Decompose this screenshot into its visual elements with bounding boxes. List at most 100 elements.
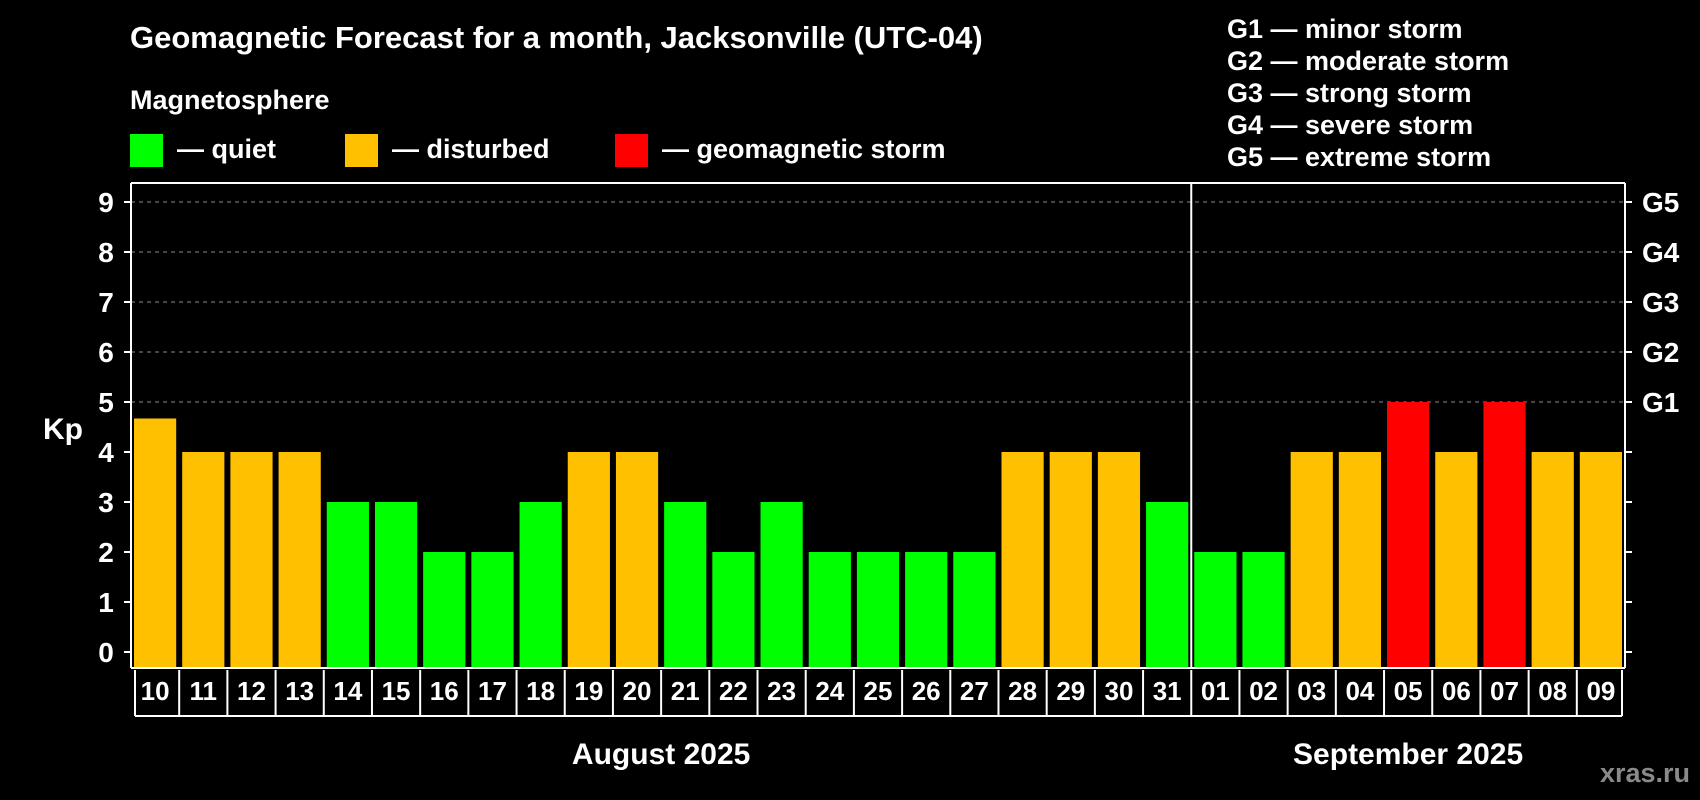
y-tick-label: 9 bbox=[98, 187, 114, 218]
day-label: 16 bbox=[430, 676, 459, 706]
day-label: 02 bbox=[1249, 676, 1278, 706]
day-label: 10 bbox=[141, 676, 170, 706]
bar-11 bbox=[182, 452, 225, 668]
day-label: 22 bbox=[719, 676, 748, 706]
watermark: xras.ru bbox=[1600, 758, 1690, 788]
bar-20 bbox=[615, 452, 659, 668]
bar-06 bbox=[1435, 452, 1478, 668]
g-axis-label: G2 bbox=[1642, 337, 1679, 368]
legend-swatch-quiet bbox=[130, 134, 163, 167]
bar-31 bbox=[1146, 502, 1189, 668]
bar-26 bbox=[905, 552, 948, 668]
legend-label-quiet: — quiet bbox=[177, 134, 276, 164]
legend-label-storm: — geomagnetic storm bbox=[662, 134, 946, 164]
status-legend: — quiet — disturbed — geomagnetic storm bbox=[130, 134, 946, 167]
bar-28 bbox=[1001, 452, 1044, 668]
legend-label-disturbed: — disturbed bbox=[392, 134, 550, 164]
month-label: September 2025 bbox=[1293, 738, 1523, 771]
day-label: 12 bbox=[237, 676, 266, 706]
legend-swatch-storm bbox=[615, 134, 648, 167]
bar-18 bbox=[519, 502, 562, 668]
y-tick-label: 2 bbox=[98, 537, 114, 568]
month-label: August 2025 bbox=[572, 738, 750, 771]
day-label: 03 bbox=[1297, 676, 1326, 706]
y-tick-label: 8 bbox=[98, 237, 114, 268]
bar-29 bbox=[1049, 452, 1092, 668]
day-label: 31 bbox=[1153, 676, 1182, 706]
bar-22 bbox=[712, 552, 755, 668]
g-axis-label: G3 bbox=[1642, 287, 1679, 318]
grid-lines bbox=[131, 201, 1625, 403]
bar-17 bbox=[471, 552, 514, 668]
y-tick-label: 7 bbox=[98, 287, 114, 318]
chart-subtitle: Magnetosphere bbox=[130, 85, 330, 115]
bar-27 bbox=[953, 552, 996, 668]
day-label: 23 bbox=[767, 676, 796, 706]
g-axis-label: G4 bbox=[1642, 237, 1680, 268]
bar-30 bbox=[1097, 452, 1141, 668]
bar-07 bbox=[1483, 402, 1526, 668]
bar-19 bbox=[567, 452, 610, 668]
day-label: 29 bbox=[1056, 676, 1085, 706]
day-label: 30 bbox=[1105, 676, 1134, 706]
bar-08 bbox=[1531, 452, 1574, 668]
y-tick-label: 5 bbox=[98, 387, 114, 418]
day-label: 24 bbox=[815, 676, 844, 706]
g-legend-item: G5 — extreme storm bbox=[1227, 142, 1491, 172]
day-label: 25 bbox=[864, 676, 893, 706]
bar-14 bbox=[326, 502, 369, 668]
day-label: 04 bbox=[1345, 676, 1374, 706]
day-label: 27 bbox=[960, 676, 989, 706]
day-label: 01 bbox=[1201, 676, 1230, 706]
g-legend-item: G1 — minor storm bbox=[1227, 14, 1463, 44]
bar-24 bbox=[808, 552, 851, 668]
y-tick-label: 4 bbox=[98, 437, 114, 468]
bar-02 bbox=[1242, 552, 1285, 668]
day-label: 19 bbox=[574, 676, 603, 706]
y-tick-labels: 0 1 2 3 4 5 6 7 8 9 bbox=[98, 187, 1632, 668]
day-label: 09 bbox=[1586, 676, 1615, 706]
bar-10 bbox=[134, 418, 177, 668]
g-legend-item: G3 — strong storm bbox=[1227, 78, 1472, 108]
bar-01 bbox=[1194, 552, 1237, 668]
g-axis-labels: G1 G2 G3 G4 G5 bbox=[1642, 187, 1680, 418]
y-tick-label: 0 bbox=[98, 637, 114, 668]
bar-12 bbox=[230, 452, 273, 668]
day-label: 05 bbox=[1394, 676, 1423, 706]
axes-group bbox=[130, 182, 1626, 669]
bar-23 bbox=[760, 502, 803, 668]
day-label: 06 bbox=[1442, 676, 1471, 706]
bar-03 bbox=[1290, 452, 1333, 668]
bar-09 bbox=[1579, 452, 1622, 668]
bar-25 bbox=[856, 552, 900, 668]
bar-16 bbox=[423, 552, 466, 668]
g-axis-label: G5 bbox=[1642, 187, 1679, 218]
day-label: 07 bbox=[1490, 676, 1519, 706]
bar-05 bbox=[1387, 402, 1430, 668]
y-tick-label: 1 bbox=[98, 587, 114, 618]
day-label: 21 bbox=[671, 676, 700, 706]
day-label: 26 bbox=[912, 676, 941, 706]
day-labels: 10 11 12 13 14 15 16 17 18 19 20 21 22 23 24 25 26 27 28 29… bbox=[134, 670, 1623, 717]
day-label: 14 bbox=[333, 676, 362, 706]
chart-title: Geomagnetic Forecast for a month, Jackso… bbox=[130, 20, 983, 55]
day-label: 15 bbox=[382, 676, 411, 706]
day-label: 17 bbox=[478, 676, 507, 706]
g-legend-item: G2 — moderate storm bbox=[1227, 46, 1509, 76]
day-label: 18 bbox=[526, 676, 555, 706]
bars-group bbox=[134, 402, 1622, 668]
bar-04 bbox=[1338, 452, 1382, 668]
y-axis-label: Kp bbox=[43, 413, 83, 446]
g-legend-item: G4 — severe storm bbox=[1227, 110, 1473, 140]
month-labels: August 2025 September 2025 bbox=[572, 738, 1523, 771]
day-label: 28 bbox=[1008, 676, 1037, 706]
bar-15 bbox=[374, 502, 418, 668]
y-tick-label: 3 bbox=[98, 487, 114, 518]
y-tick-label: 6 bbox=[98, 337, 114, 368]
day-label: 20 bbox=[623, 676, 652, 706]
day-label: 13 bbox=[285, 676, 314, 706]
day-label: 08 bbox=[1538, 676, 1567, 706]
day-label: 11 bbox=[190, 676, 218, 706]
